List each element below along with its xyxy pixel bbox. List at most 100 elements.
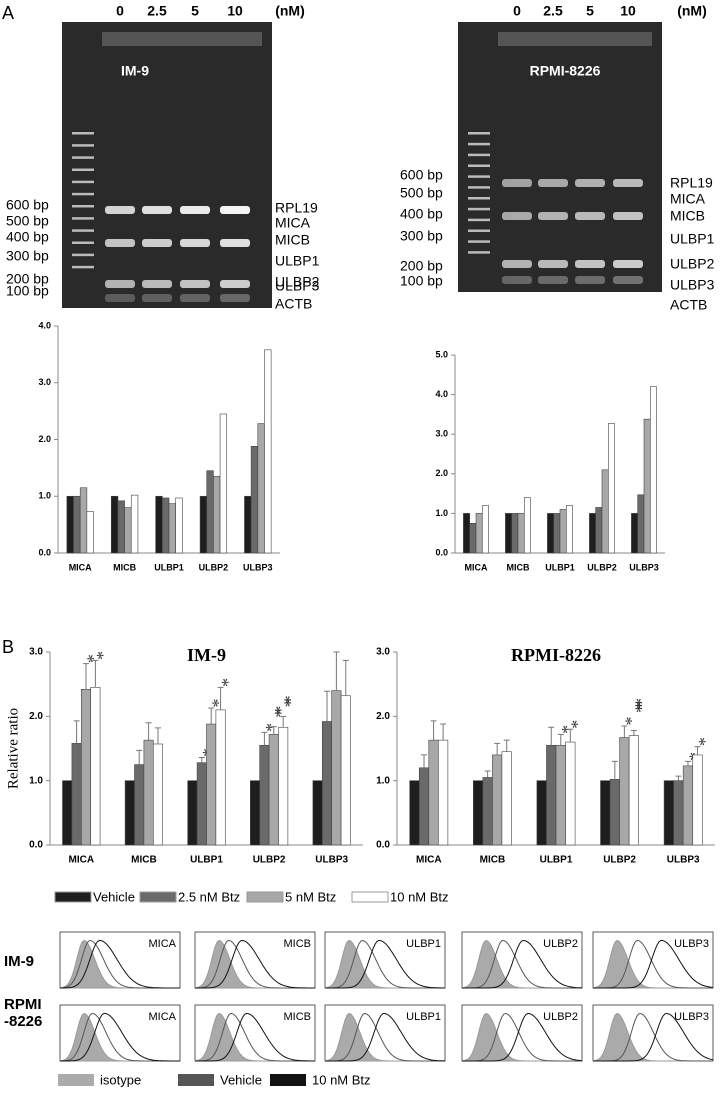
chart-title: IM-9 <box>187 645 226 665</box>
ladder-band <box>72 156 94 159</box>
gene-label: RPL19 <box>670 175 713 191</box>
bar <box>331 690 342 846</box>
ladder-label: 600 bp <box>400 167 443 183</box>
gel-band <box>575 212 605 220</box>
error-bar <box>217 686 224 710</box>
error-bar <box>694 746 701 755</box>
gel-band <box>502 276 532 284</box>
bar <box>559 509 567 554</box>
error-bar <box>630 729 637 736</box>
y-tick-label: 1.0 <box>376 775 390 786</box>
significance-mark: ** <box>266 706 286 718</box>
x-tick-label: MICA <box>69 562 92 572</box>
row-label: IM-9 <box>4 953 34 970</box>
bar <box>473 780 484 846</box>
gel-band <box>180 239 210 247</box>
x-tick-label: ULBP2 <box>603 855 636 866</box>
significance-mark: * <box>256 723 276 732</box>
panel-letter: A <box>2 3 14 23</box>
gel-well-row <box>498 32 652 46</box>
bar <box>213 476 221 554</box>
bar <box>244 495 252 554</box>
ladder-label: 400 bp <box>6 229 49 245</box>
y-tick-label: 1.0 <box>29 775 43 786</box>
bar <box>81 689 91 846</box>
bar <box>438 739 449 846</box>
ladder-band <box>468 132 490 135</box>
error-bar <box>145 722 152 741</box>
gel-band <box>613 276 643 284</box>
btz-histogram <box>325 939 445 989</box>
error-bar <box>557 733 564 746</box>
bar <box>643 418 651 554</box>
bar <box>505 513 512 554</box>
error-bar <box>684 760 691 766</box>
bar <box>475 513 483 554</box>
marker-label: MICB <box>284 938 312 950</box>
bar <box>162 497 170 554</box>
histogram-panel: MICA <box>59 1004 181 1062</box>
error-bar <box>440 723 447 741</box>
significance-mark: * <box>689 737 709 746</box>
unit-label: (nM) <box>275 3 305 19</box>
gel-band <box>105 206 135 214</box>
lane-label: 5 <box>191 3 199 19</box>
bar <box>546 744 557 846</box>
bar <box>322 721 332 846</box>
significance-mark: *** <box>626 698 646 713</box>
bar <box>619 737 630 846</box>
significance-mark: * <box>203 698 223 707</box>
error-bar <box>92 659 99 688</box>
gel-band <box>180 280 210 288</box>
bar <box>609 779 620 846</box>
ladder-band <box>468 164 490 167</box>
error-bar <box>154 727 161 744</box>
ladder-label: 600 bp <box>6 197 49 213</box>
bar <box>152 743 163 846</box>
vehicle-histogram <box>195 1012 315 1062</box>
bar <box>501 751 512 846</box>
bar <box>565 741 576 846</box>
y-tick-label: 0.0 <box>376 840 390 851</box>
ladder-band <box>468 218 490 222</box>
marker-label: ULBP3 <box>674 1011 709 1023</box>
marker-label: ULBP1 <box>406 1011 441 1023</box>
y-axis-label: Relative ratio <box>5 708 21 789</box>
gene-label: MICA <box>275 215 311 231</box>
bar <box>692 754 703 846</box>
significance-mark: * <box>616 716 636 725</box>
legend-label: 5 nM Btz <box>285 889 336 904</box>
error-bar <box>621 725 628 738</box>
ladder-band <box>468 251 490 254</box>
gene-label: MICB <box>275 232 310 248</box>
bar <box>553 513 561 554</box>
legend-swatch <box>246 891 284 903</box>
bar <box>134 764 145 846</box>
error-bar <box>82 663 89 690</box>
legend-label: Vehicle <box>93 889 135 904</box>
btz-histogram <box>195 1012 315 1062</box>
gene-label: MICB <box>670 208 705 224</box>
error-bar <box>548 726 555 746</box>
bar <box>143 739 154 846</box>
gel-band <box>105 239 135 247</box>
x-tick-label: ULBP1 <box>154 562 184 572</box>
y-tick-label: 1.0 <box>435 508 448 518</box>
y-tick-label: 2.0 <box>29 711 43 722</box>
error-bar <box>333 651 340 691</box>
y-tick-label: 3.0 <box>29 647 43 658</box>
ladder-label: 500 bp <box>6 213 49 229</box>
row-label: -8226 <box>4 1013 42 1030</box>
x-tick-label: ULBP3 <box>315 855 348 866</box>
marker-label: ULBP3 <box>674 938 709 950</box>
bar <box>340 695 351 846</box>
gel-band <box>538 260 568 268</box>
bar <box>250 780 261 846</box>
bar <box>175 497 183 554</box>
ladder-band <box>468 197 490 200</box>
bar <box>607 423 615 554</box>
lane-label: 0 <box>513 3 521 19</box>
error-bar <box>136 749 143 765</box>
gel-band <box>105 294 135 302</box>
